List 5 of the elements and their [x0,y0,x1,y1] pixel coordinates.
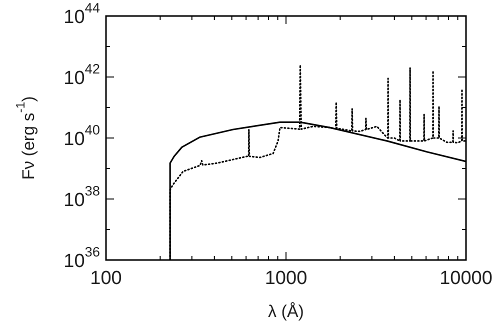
x-tick-label: 10000 [440,268,492,289]
x-tick-label: 1000 [264,268,308,289]
x-tick-label: 100 [90,268,122,289]
x-axis-title: λ (Å) [268,302,304,321]
y-axis-title: Fν (erg s-1) [14,96,38,180]
